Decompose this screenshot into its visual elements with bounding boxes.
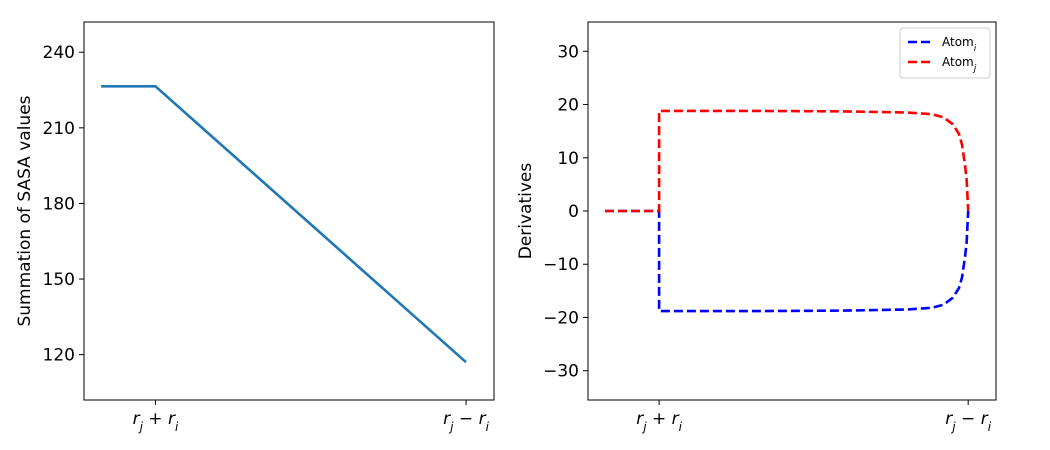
series-line-atom-j xyxy=(605,109,970,213)
legend-label-atom-i: Atomi xyxy=(942,35,977,54)
y-tick-label: 210 xyxy=(43,119,75,139)
y-tick-label: 20 xyxy=(557,96,579,116)
x-tick-label-1: rj − ri xyxy=(443,409,489,434)
y-tick-label: 120 xyxy=(43,346,75,366)
series-line-0 xyxy=(101,85,467,364)
y-axis-label: Summation of SASA values xyxy=(15,95,35,326)
x-tick-label-1: rj − ri xyxy=(945,409,991,434)
y-tick-label: −30 xyxy=(543,362,579,382)
derivatives-plot: −30 −20 −10 0 10 20 30 rj + ri rj − ri Derivative… xyxy=(516,21,997,434)
y-tick-label: −20 xyxy=(543,308,579,328)
y-axis-label: Derivatives xyxy=(516,163,536,260)
x-tick-label-0: rj + ri xyxy=(636,409,682,434)
legend-label-atom-j: Atomj xyxy=(942,55,977,74)
legend-box xyxy=(899,27,991,79)
y-tick-label: 0 xyxy=(568,202,579,222)
y-tick-label: 10 xyxy=(557,149,579,169)
y-tick-label: 240 xyxy=(43,43,75,63)
y-tick-label: 150 xyxy=(43,270,75,290)
sasa-sum-plot: 120 150 180 210 240 rj + ri rj − ri Summation o… xyxy=(15,21,495,434)
y-tick-label: 30 xyxy=(557,42,579,62)
series-line-atom-i xyxy=(605,209,970,313)
x-tick-label-0: rj + ri xyxy=(133,409,179,434)
y-tick-label: −10 xyxy=(543,255,579,275)
y-tick-label: 180 xyxy=(43,194,75,214)
axes-frame xyxy=(83,21,495,401)
